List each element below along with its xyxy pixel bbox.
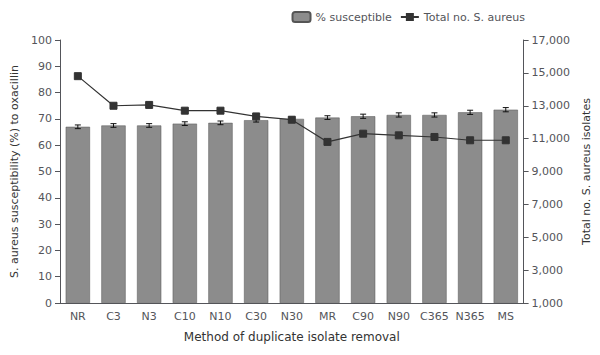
svg-text:13,000: 13,000 <box>532 99 571 112</box>
svg-text:N90: N90 <box>388 310 410 323</box>
svg-text:100: 100 <box>31 34 52 47</box>
svg-text:N30: N30 <box>281 310 303 323</box>
svg-text:20: 20 <box>38 244 52 257</box>
svg-text:N10: N10 <box>209 310 231 323</box>
svg-text:15,000: 15,000 <box>532 66 571 79</box>
svg-text:C90: C90 <box>352 310 374 323</box>
svg-text:Total no. S. aureus: Total no. S. aureus <box>423 11 525 24</box>
svg-text:40: 40 <box>38 191 52 204</box>
svg-text:S. aureus susceptibility (%) t: S. aureus susceptibility (%) to oxacilli… <box>8 65 21 278</box>
svg-text:3,000: 3,000 <box>532 264 564 277</box>
svg-text:1,000: 1,000 <box>532 297 564 310</box>
svg-text:60: 60 <box>38 139 52 152</box>
svg-text:MR: MR <box>319 310 336 323</box>
svg-text:90: 90 <box>38 60 52 73</box>
svg-text:70: 70 <box>38 112 52 125</box>
svg-text:C10: C10 <box>174 310 196 323</box>
svg-text:10: 10 <box>38 270 52 283</box>
svg-text:N365: N365 <box>456 310 485 323</box>
svg-text:Total no. S. aureus isolates: Total no. S. aureus isolates <box>580 98 593 246</box>
svg-text:N3: N3 <box>142 310 157 323</box>
svg-text:C3: C3 <box>106 310 121 323</box>
svg-text:50: 50 <box>38 165 52 178</box>
svg-text:MS: MS <box>498 310 514 323</box>
svg-text:17,000: 17,000 <box>532 34 571 47</box>
svg-text:5,000: 5,000 <box>532 231 564 244</box>
svg-text:80: 80 <box>38 86 52 99</box>
svg-text:9,000: 9,000 <box>532 165 564 178</box>
svg-text:11,000: 11,000 <box>532 132 571 145</box>
svg-text:NR: NR <box>70 310 86 323</box>
svg-text:30: 30 <box>38 218 52 231</box>
svg-text:7,000: 7,000 <box>532 198 564 211</box>
svg-text:0: 0 <box>45 297 52 310</box>
svg-text:C30: C30 <box>245 310 267 323</box>
svg-text:% susceptible: % susceptible <box>316 11 393 24</box>
svg-text:C365: C365 <box>420 310 449 323</box>
svg-text:Method of duplicate isolate re: Method of duplicate isolate removal <box>184 330 400 344</box>
